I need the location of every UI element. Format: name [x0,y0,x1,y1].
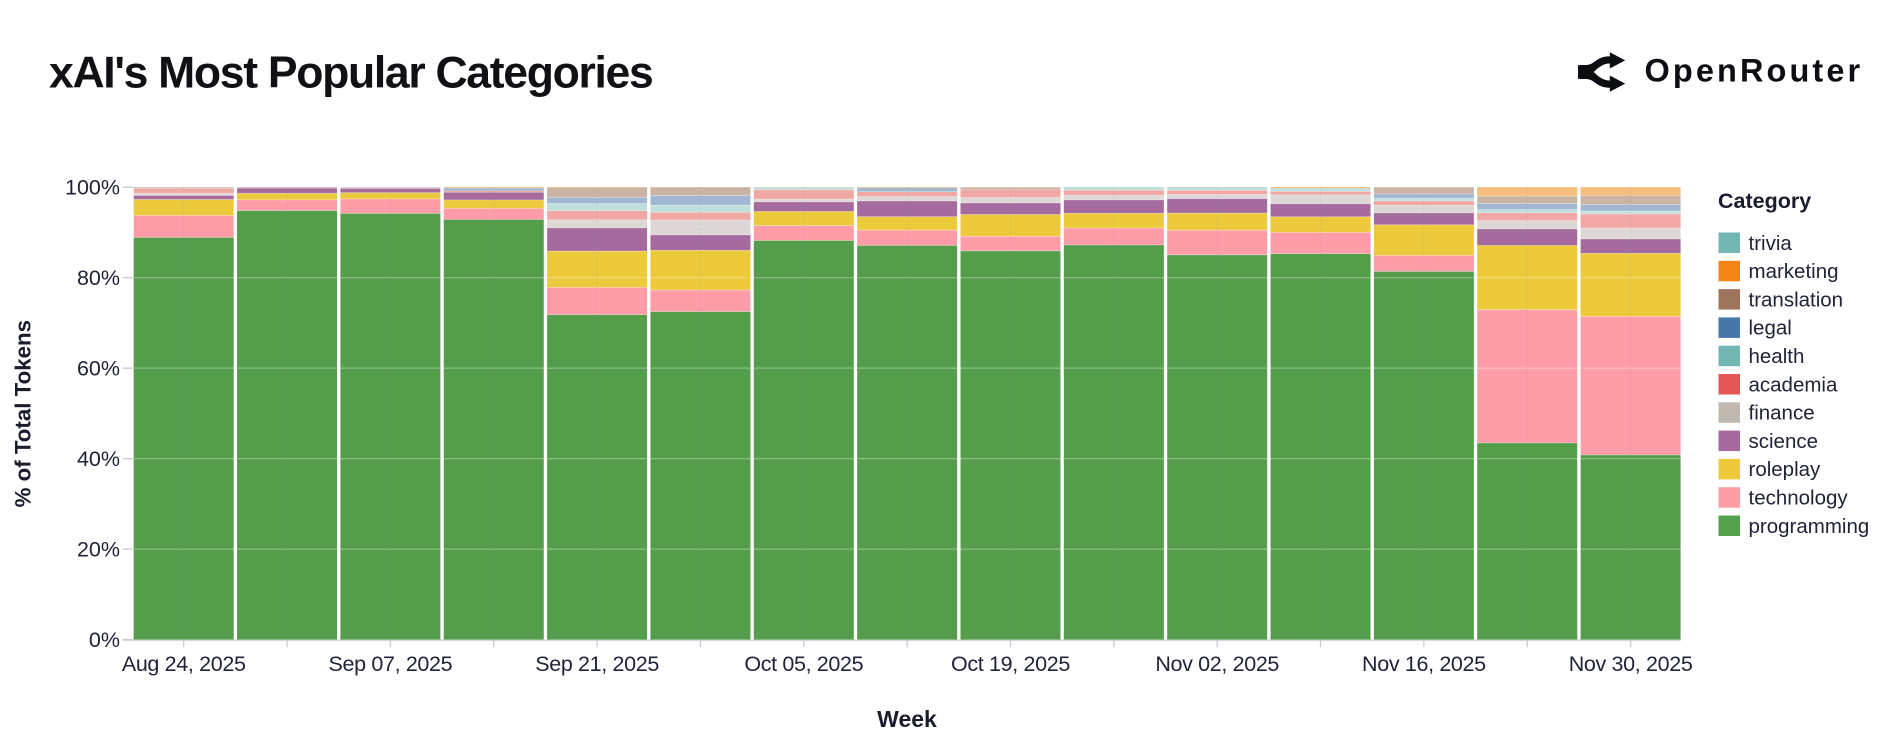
svg-text:100%: 100% [65,176,120,200]
svg-text:Nov 30, 2025: Nov 30, 2025 [1569,652,1693,676]
svg-text:xAI's Most Popular Categories: xAI's Most Popular Categories [49,49,652,98]
svg-text:programming: programming [1749,515,1870,538]
svg-text:marketing: marketing [1749,260,1839,283]
svg-text:Week: Week [877,706,937,732]
svg-text:Nov 16, 2025: Nov 16, 2025 [1362,652,1486,676]
svg-text:technology: technology [1749,487,1849,510]
svg-text:Sep 21, 2025: Sep 21, 2025 [535,652,659,676]
svg-text:60%: 60% [77,357,120,381]
svg-text:legal: legal [1749,317,1792,340]
svg-text:academia: academia [1749,373,1838,396]
svg-text:Sep 07, 2025: Sep 07, 2025 [329,652,453,676]
svg-text:% of Total Tokens: % of Total Tokens [11,320,36,507]
svg-text:OpenRouter: OpenRouter [1645,53,1864,89]
svg-text:finance: finance [1749,402,1815,425]
svg-text:0%: 0% [89,628,120,652]
svg-text:40%: 40% [77,447,120,471]
svg-text:science: science [1749,430,1819,453]
svg-text:Oct 19, 2025: Oct 19, 2025 [951,652,1070,676]
svg-text:Nov 02, 2025: Nov 02, 2025 [1155,652,1279,676]
svg-text:20%: 20% [77,538,120,562]
svg-text:trivia: trivia [1749,232,1793,255]
svg-text:health: health [1749,345,1805,368]
svg-text:Category: Category [1718,189,1811,213]
svg-text:80%: 80% [77,266,120,290]
svg-text:roleplay: roleplay [1749,458,1822,481]
svg-text:translation: translation [1749,288,1844,311]
svg-text:Aug 24, 2025: Aug 24, 2025 [122,652,246,676]
svg-text:Oct 05, 2025: Oct 05, 2025 [744,652,863,676]
